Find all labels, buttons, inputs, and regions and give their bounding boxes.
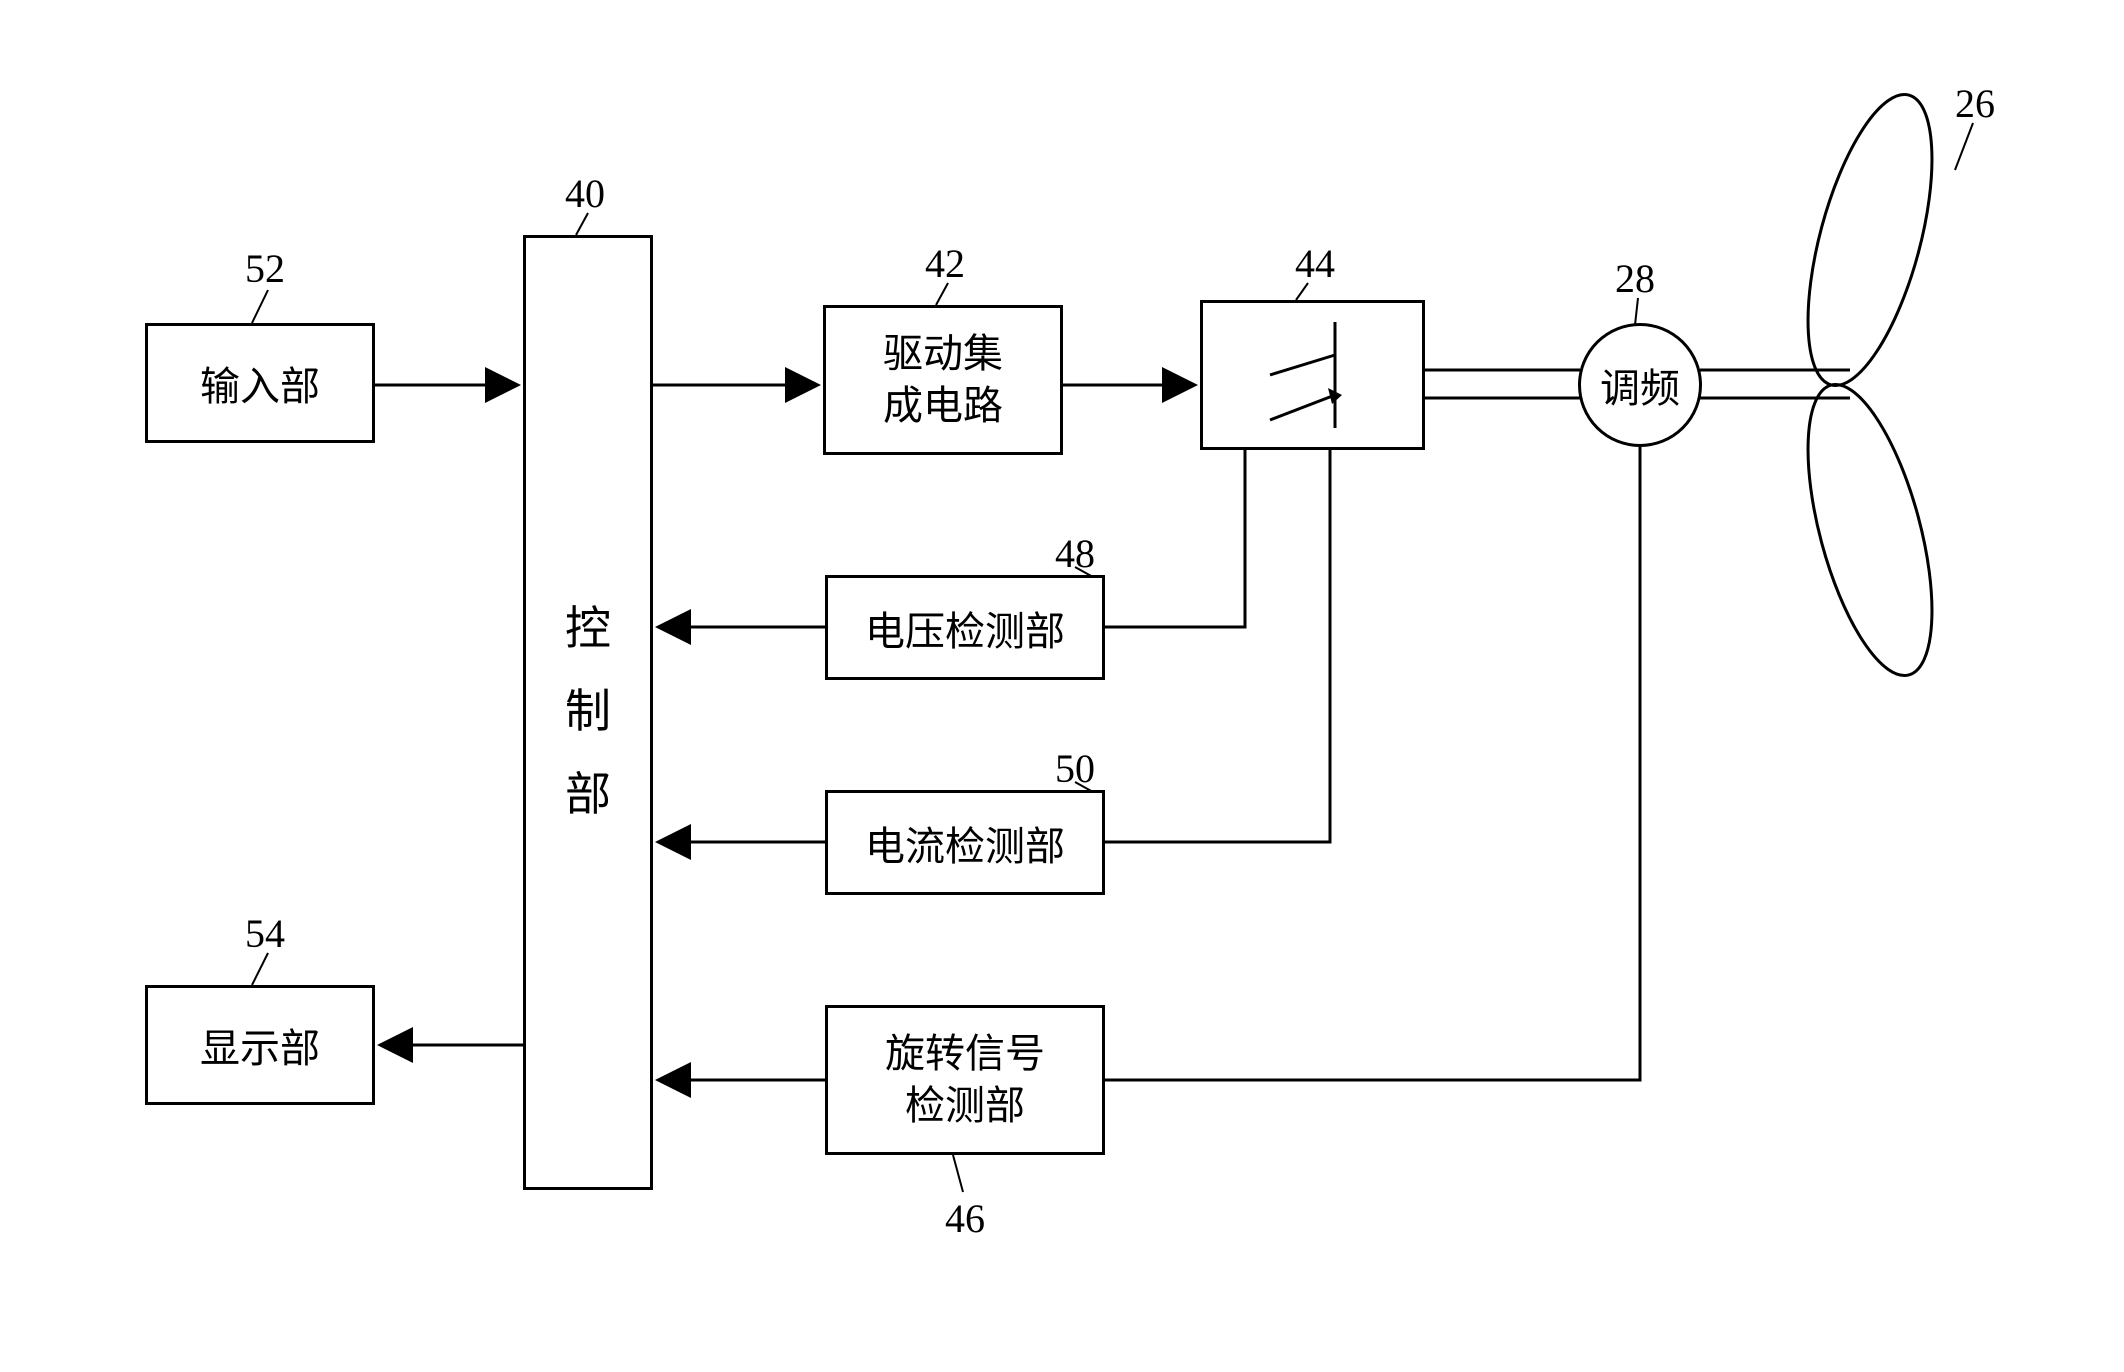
current-block: 电流检测部 xyxy=(825,790,1105,895)
ref-26: 26 xyxy=(1955,80,1995,127)
leader-26 xyxy=(1955,123,1973,170)
control-label-3: 部 xyxy=(565,754,611,837)
ref-52: 52 xyxy=(245,245,285,292)
path-trans-voltage xyxy=(1105,450,1245,627)
leader-52 xyxy=(252,290,268,323)
motor-label: 调频 xyxy=(1600,356,1680,414)
leader-54 xyxy=(252,953,268,985)
ref-44: 44 xyxy=(1295,240,1335,287)
ref-28: 28 xyxy=(1615,255,1655,302)
display-block: 显示部 xyxy=(145,985,375,1105)
control-block: 控 制 部 xyxy=(523,235,653,1190)
ref-50: 50 xyxy=(1055,745,1095,792)
rotation-label: 旋转信号 检测部 xyxy=(885,1028,1045,1132)
ref-48: 48 xyxy=(1055,530,1095,577)
current-label: 电流检测部 xyxy=(865,814,1065,872)
ref-40: 40 xyxy=(565,170,605,217)
leader-28 xyxy=(1635,298,1638,325)
diagram-lines xyxy=(0,0,2124,1372)
input-block: 输入部 xyxy=(145,323,375,443)
ref-46: 46 xyxy=(945,1195,985,1242)
path-trans-current xyxy=(1105,450,1330,842)
transistor-block xyxy=(1200,300,1425,450)
ref-54: 54 xyxy=(245,910,285,957)
fan-icon xyxy=(1783,82,1957,688)
input-label: 输入部 xyxy=(200,354,320,412)
motor-block: 调频 xyxy=(1578,323,1702,447)
voltage-label: 电压检测部 xyxy=(865,599,1065,657)
display-label: 显示部 xyxy=(200,1016,320,1074)
rotation-block: 旋转信号 检测部 xyxy=(825,1005,1105,1155)
ref-42: 42 xyxy=(925,240,965,287)
control-label-1: 控 xyxy=(565,588,611,671)
driver-label: 驱动集 成电路 xyxy=(883,328,1003,432)
path-motor-rotation xyxy=(1105,447,1640,1080)
leader-46 xyxy=(953,1155,963,1192)
driver-block: 驱动集 成电路 xyxy=(823,305,1063,455)
voltage-block: 电压检测部 xyxy=(825,575,1105,680)
control-label-2: 制 xyxy=(565,671,611,754)
